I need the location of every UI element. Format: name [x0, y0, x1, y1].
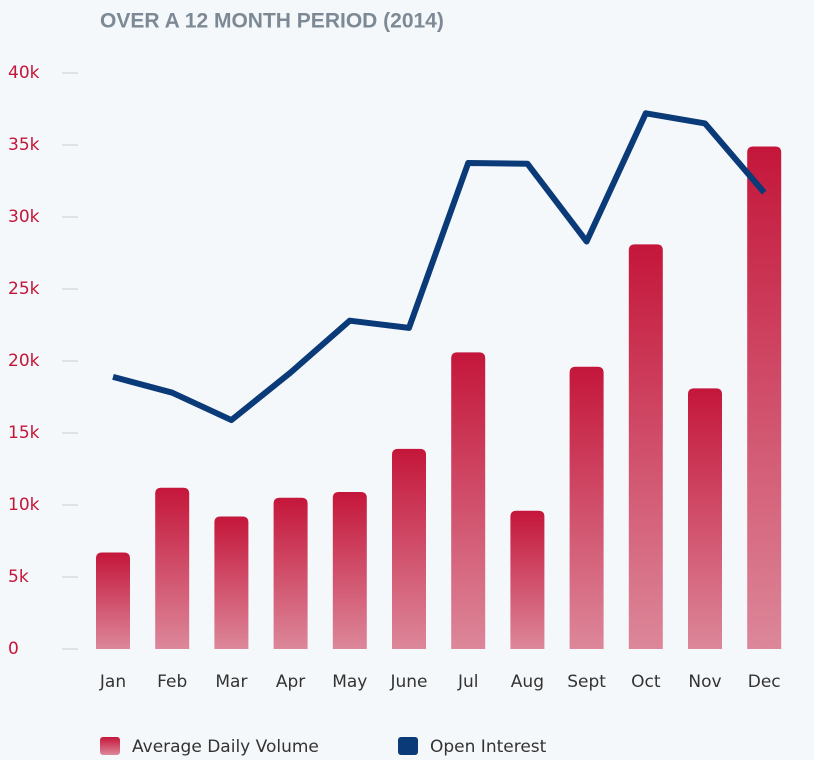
x-tick-label: Nov — [688, 672, 721, 692]
x-tick-label: May — [332, 672, 367, 692]
bar — [688, 388, 722, 649]
x-tick-label: Aug — [511, 672, 544, 692]
chart-title: OVER A 12 MONTH PERIOD (2014) — [100, 10, 444, 33]
legend-label: Open Interest — [430, 737, 547, 757]
bar — [747, 146, 782, 649]
x-tick-label: Apr — [276, 672, 305, 692]
x-tick-label: Jan — [99, 672, 126, 692]
y-tick-label: 25k — [8, 279, 40, 299]
bar — [214, 516, 249, 649]
bar — [96, 552, 130, 649]
legend-label: Average Daily Volume — [132, 737, 319, 757]
bar — [155, 487, 190, 649]
bar — [569, 366, 604, 649]
bar — [332, 492, 367, 649]
y-tick-label: 15k — [8, 423, 40, 443]
y-tick-label: 0 — [8, 639, 19, 659]
bar — [392, 448, 426, 649]
y-tick-label: 30k — [8, 207, 40, 227]
y-tick-label: 5k — [8, 567, 29, 587]
bar — [510, 510, 545, 649]
x-tick-label: Mar — [215, 672, 247, 692]
y-tick-label: 35k — [8, 135, 40, 155]
legend-swatch — [398, 737, 418, 755]
y-tick-label: 40k — [8, 63, 40, 83]
x-tick-label: June — [389, 672, 427, 692]
x-tick-label: Feb — [157, 672, 187, 692]
x-tick-label: Oct — [631, 672, 661, 692]
bar — [628, 244, 663, 650]
x-tick-label: Jul — [457, 672, 479, 692]
legend-swatch — [100, 737, 120, 755]
bar — [273, 497, 308, 649]
y-tick-label: 10k — [8, 495, 40, 515]
x-tick-label: Dec — [748, 672, 781, 692]
x-tick-label: Sept — [567, 672, 606, 692]
y-tick-label: 20k — [8, 351, 40, 371]
bar — [451, 352, 486, 649]
line — [112, 110, 767, 424]
